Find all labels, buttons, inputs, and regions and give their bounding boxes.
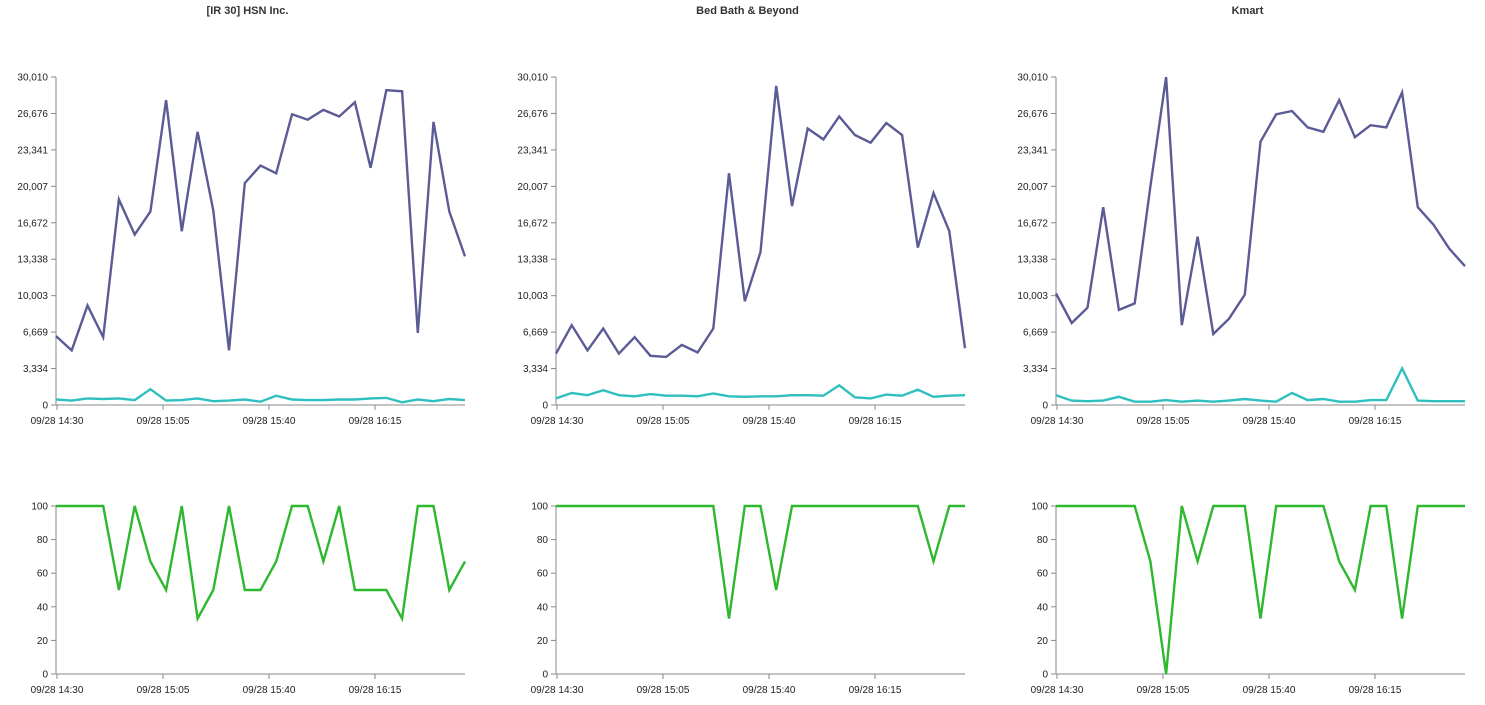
top-y-tick-label: 26,676 — [17, 109, 48, 120]
top-y-tick-label: 10,003 — [517, 291, 548, 302]
bottom-y-tick-label: 80 — [1037, 535, 1049, 546]
top-y-tick-label: 13,338 — [517, 255, 548, 266]
top-x-tick-label: 09/28 15:05 — [637, 416, 690, 427]
top-y-tick-label: 20,007 — [17, 182, 48, 193]
hsn-chart: 0 3,334 6,669 10,003 13,338 16,672 20,007 23,34… — [17, 73, 467, 696]
bottom-y-tick-label: 0 — [542, 670, 548, 681]
chart-title: [IR 30] HSN Inc. — [206, 5, 289, 17]
bottom-x-tick-label: 09/28 15:40 — [743, 685, 796, 696]
bottom-y-tick-label: 20 — [537, 636, 549, 647]
top-series-line-1 — [555, 383, 966, 400]
top-y-tick-label: 3,334 — [23, 364, 48, 375]
top-x-tick-label: 09/28 14:30 — [1031, 416, 1084, 427]
bottom-series-line-0 — [56, 504, 467, 623]
top-y-tick-label: 16,672 — [517, 218, 548, 229]
top-y-tick-label: 6,669 — [23, 328, 48, 339]
bottom-y-tick-label: 80 — [37, 535, 49, 546]
top-y-tick-label: 3,334 — [523, 364, 548, 375]
top-y-tick-label: 23,341 — [17, 145, 48, 156]
bottom-y-tick-label: 20 — [1037, 636, 1049, 647]
bottom-x-tick-label: 09/28 14:30 — [1031, 685, 1084, 696]
top-y-tick-label: 3,334 — [1023, 364, 1048, 375]
top-y-tick-label: 6,669 — [1023, 328, 1048, 339]
bottom-y-tick-label: 60 — [537, 569, 549, 580]
top-y-tick-label: 23,341 — [517, 145, 548, 156]
bottom-y-tick-label: 80 — [537, 535, 549, 546]
bottom-x-tick-label: 09/28 15:05 — [137, 685, 190, 696]
panel-bed-bath-beyond: Bed Bath & Beyond 0 3,334 6,669 10,003 13,33… — [500, 0, 995, 705]
bottom-x-tick-label: 09/28 15:40 — [1243, 685, 1296, 696]
top-x-tick-label: 09/28 15:05 — [137, 416, 190, 427]
bottom-y-tick-label: 100 — [31, 502, 48, 513]
top-y-tick-label: 26,676 — [1017, 109, 1048, 120]
bottom-y-tick-label: 100 — [1031, 502, 1048, 513]
top-y-tick-label: 0 — [1042, 401, 1048, 412]
top-y-tick-label: 10,003 — [1017, 291, 1048, 302]
top-x-tick-label: 09/28 15:40 — [243, 416, 296, 427]
bottom-y-tick-label: 60 — [37, 569, 49, 580]
bottom-x-tick-label: 09/28 15:40 — [243, 685, 296, 696]
top-y-tick-label: 0 — [542, 401, 548, 412]
top-y-tick-label: 13,338 — [17, 255, 48, 266]
top-x-tick-label: 09/28 15:40 — [1243, 416, 1296, 427]
top-y-tick-label: 0 — [42, 401, 48, 412]
top-y-tick-label: 10,003 — [17, 291, 48, 302]
kmart-chart: 0 3,334 6,669 10,003 13,338 16,672 20,007 23,34… — [1017, 73, 1466, 696]
bottom-y-tick-label: 100 — [531, 502, 548, 513]
bottom-y-tick-label: 40 — [37, 602, 49, 613]
top-y-tick-label: 20,007 — [517, 182, 548, 193]
bottom-x-tick-label: 09/28 16:15 — [349, 685, 402, 696]
chart-title: Kmart — [1231, 5, 1264, 17]
top-x-tick-label: 09/28 15:05 — [1137, 416, 1190, 427]
top-y-tick-label: 16,672 — [17, 218, 48, 229]
top-y-tick-label: 26,676 — [517, 109, 548, 120]
bottom-y-tick-label: 40 — [1037, 602, 1049, 613]
top-y-tick-label: 30,010 — [1017, 73, 1048, 84]
chart-title: Bed Bath & Beyond — [696, 5, 799, 17]
top-series-line-0 — [554, 85, 967, 359]
top-y-tick-label: 30,010 — [517, 73, 548, 84]
top-series-line-0 — [55, 88, 467, 353]
top-y-tick-label: 13,338 — [1017, 255, 1048, 266]
bottom-x-tick-label: 09/28 16:15 — [849, 685, 902, 696]
bottom-y-tick-label: 0 — [1042, 670, 1048, 681]
top-x-tick-label: 09/28 14:30 — [31, 416, 84, 427]
panel-hsn: [IR 30] HSN Inc. 0 3,334 6,669 10,003 13,338… — [0, 0, 495, 705]
top-y-tick-label: 23,341 — [1017, 145, 1048, 156]
bottom-x-tick-label: 09/28 14:30 — [31, 685, 84, 696]
bottom-y-tick-label: 40 — [537, 602, 549, 613]
top-y-tick-label: 20,007 — [1017, 182, 1048, 193]
top-y-tick-label: 16,672 — [1017, 218, 1048, 229]
bottom-y-tick-label: 20 — [37, 636, 49, 647]
top-series-line-0 — [1054, 76, 1466, 337]
top-x-tick-label: 09/28 16:15 — [1349, 416, 1402, 427]
panel-kmart: Kmart 0 3,334 6,669 10,003 13,338 16,672 20,00… — [1000, 0, 1485, 705]
bottom-series-line-0 — [1056, 504, 1465, 675]
top-x-tick-label: 09/28 15:40 — [743, 416, 796, 427]
top-y-tick-label: 6,669 — [523, 328, 548, 339]
bottom-x-tick-label: 09/28 15:05 — [1137, 685, 1190, 696]
bottom-x-tick-label: 09/28 16:15 — [1349, 685, 1402, 696]
top-y-tick-label: 30,010 — [17, 73, 48, 84]
bottom-x-tick-label: 09/28 14:30 — [531, 685, 584, 696]
bed-bath-beyond-chart: 0 3,334 6,669 10,003 13,338 16,672 20,007 23,34… — [517, 73, 967, 696]
bottom-series-line-0 — [556, 504, 965, 619]
top-series-line-1 — [1055, 365, 1465, 403]
top-x-tick-label: 09/28 16:15 — [349, 416, 402, 427]
top-x-tick-label: 09/28 14:30 — [531, 416, 584, 427]
bottom-y-tick-label: 0 — [42, 670, 48, 681]
top-x-tick-label: 09/28 16:15 — [849, 416, 902, 427]
bottom-y-tick-label: 60 — [1037, 569, 1049, 580]
bottom-x-tick-label: 09/28 15:05 — [637, 685, 690, 696]
top-series-line-1 — [55, 387, 466, 404]
